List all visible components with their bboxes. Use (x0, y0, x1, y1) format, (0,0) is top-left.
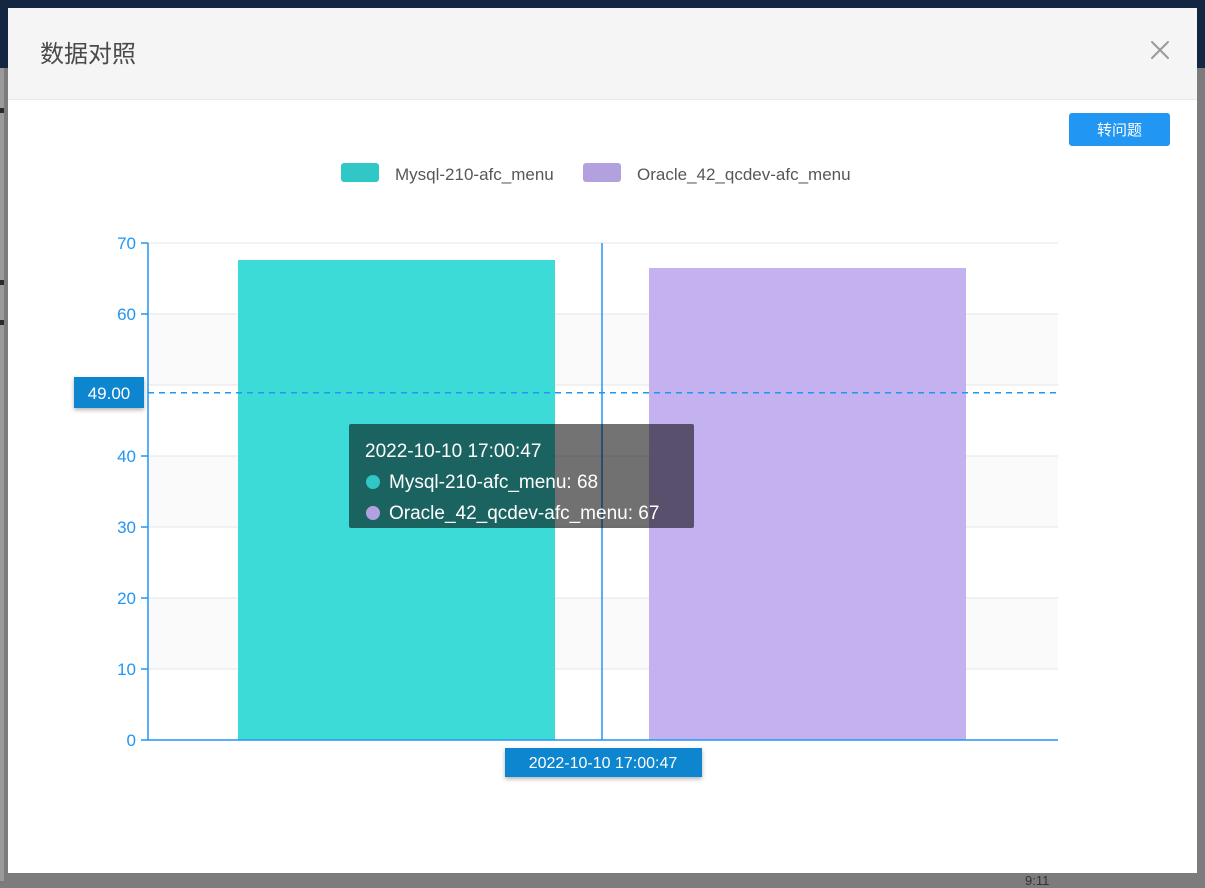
svg-text:60: 60 (117, 305, 136, 324)
svg-text:Oracle_42_qcdev-afc_menu: 67: Oracle_42_qcdev-afc_menu: 67 (389, 503, 659, 524)
svg-text:49.00: 49.00 (88, 384, 131, 403)
svg-text:Mysql-210-afc_menu: 68: Mysql-210-afc_menu: 68 (389, 472, 598, 493)
svg-text:0: 0 (127, 731, 136, 750)
svg-text:2022-10-10 17:00:47: 2022-10-10 17:00:47 (365, 441, 541, 462)
svg-text:70: 70 (117, 234, 136, 253)
svg-text:30: 30 (117, 518, 136, 537)
svg-text:40: 40 (117, 447, 136, 466)
svg-text:2022-10-10 17:00:47: 2022-10-10 17:00:47 (529, 755, 678, 772)
svg-text:20: 20 (117, 589, 136, 608)
svg-text:10: 10 (117, 660, 136, 679)
